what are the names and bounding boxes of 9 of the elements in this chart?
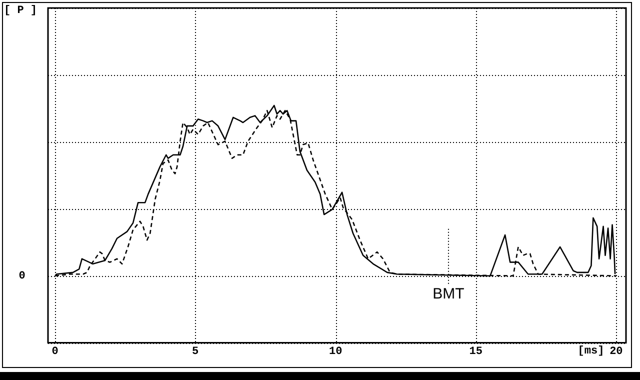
text: 0 bbox=[18, 270, 26, 283]
x-tick-label: 15 bbox=[469, 346, 483, 358]
x-axis-title: [ms] bbox=[578, 346, 604, 358]
x-tick-label: 0 bbox=[52, 346, 58, 358]
x-tick-label: 10 bbox=[328, 346, 342, 358]
text: [ P ] bbox=[4, 4, 38, 17]
x-tick-label: 20 bbox=[610, 346, 623, 358]
x-tick-label: 5 bbox=[192, 346, 199, 358]
ref-line-label: BMT bbox=[432, 285, 464, 302]
